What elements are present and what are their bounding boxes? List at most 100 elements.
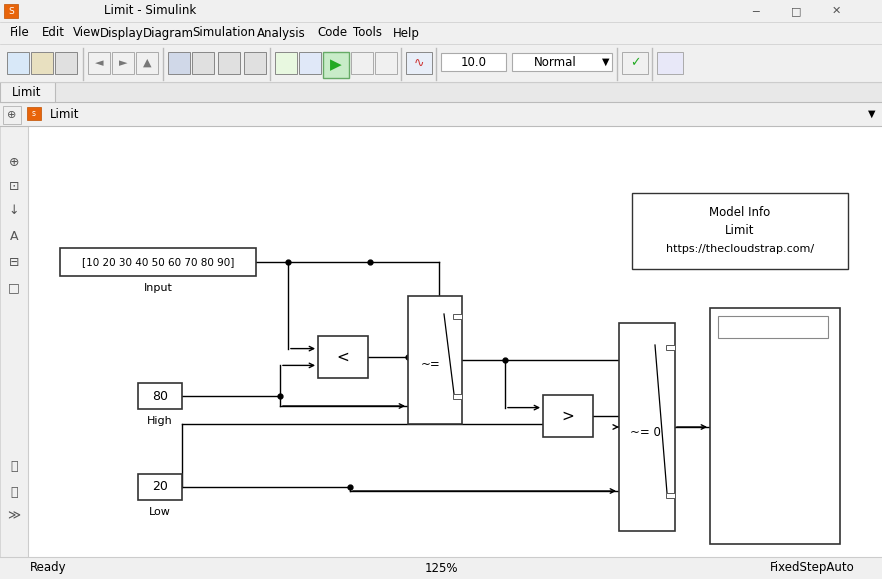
Bar: [7, 52, 29, 74]
Bar: [453, 314, 462, 319]
Bar: [666, 493, 675, 498]
Text: ▶: ▶: [330, 57, 342, 72]
Text: Edit: Edit: [42, 27, 65, 39]
Bar: [622, 52, 648, 74]
Bar: [0, 0, 882, 22]
Text: 📷: 📷: [11, 460, 18, 472]
Bar: [0, 126, 28, 557]
Bar: [375, 52, 397, 74]
Text: 20: 20: [152, 481, 168, 493]
Bar: [168, 52, 190, 74]
Bar: [351, 52, 373, 74]
Bar: [4, 4, 18, 18]
Text: Input: Input: [144, 283, 173, 293]
Text: 10.0: 10.0: [461, 56, 487, 68]
Text: ⊡: ⊡: [9, 179, 19, 192]
Bar: [3, 106, 21, 124]
Text: Limit: Limit: [50, 108, 79, 120]
Bar: [543, 395, 593, 437]
Text: ~=: ~=: [421, 358, 441, 372]
Bar: [0, 82, 882, 102]
Text: <: <: [337, 350, 349, 365]
Text: File: File: [10, 27, 30, 39]
Bar: [112, 52, 134, 74]
Bar: [318, 336, 368, 378]
Bar: [512, 53, 612, 71]
Bar: [453, 394, 462, 399]
Text: ∿: ∿: [414, 57, 424, 69]
Bar: [632, 193, 848, 269]
Bar: [299, 52, 321, 74]
Bar: [0, 22, 882, 44]
Bar: [275, 52, 297, 74]
Text: FixedStepAuto: FixedStepAuto: [770, 562, 855, 574]
Bar: [136, 52, 158, 74]
Text: Limit: Limit: [12, 86, 41, 98]
Text: ⊟: ⊟: [9, 256, 19, 269]
Bar: [619, 323, 675, 531]
Text: ✓: ✓: [630, 57, 640, 69]
Text: 80: 80: [152, 390, 168, 402]
Text: 125%: 125%: [424, 562, 458, 574]
Text: ~= 0: ~= 0: [630, 426, 661, 438]
Text: ▲: ▲: [143, 58, 151, 68]
Bar: [192, 52, 214, 74]
Bar: [666, 345, 675, 350]
Text: [10 20 30 40 50 60 70 80 90]: [10 20 30 40 50 60 70 80 90]: [82, 257, 235, 267]
Bar: [55, 52, 77, 74]
Bar: [138, 383, 182, 409]
Text: Limit: Limit: [725, 225, 755, 237]
Text: Diagram: Diagram: [143, 27, 194, 39]
Text: ▼: ▼: [602, 57, 609, 67]
Text: Display: Display: [100, 27, 144, 39]
Bar: [244, 52, 266, 74]
Text: Limit - Simulink: Limit - Simulink: [104, 5, 196, 17]
Text: ✕: ✕: [832, 6, 841, 16]
Bar: [657, 52, 683, 74]
Bar: [408, 296, 462, 424]
Text: ≫: ≫: [7, 510, 20, 522]
Text: □: □: [791, 6, 801, 16]
Text: ◄: ◄: [94, 58, 103, 68]
Bar: [138, 474, 182, 500]
Text: https://thecloudstrap.com/: https://thecloudstrap.com/: [666, 244, 814, 254]
Bar: [31, 52, 53, 74]
Text: Analysis: Analysis: [257, 27, 306, 39]
Text: 🖼: 🖼: [11, 486, 18, 499]
Text: Low: Low: [149, 507, 171, 517]
Bar: [323, 52, 349, 78]
Text: □: □: [8, 281, 20, 295]
Text: ─: ─: [752, 6, 759, 16]
Text: A: A: [10, 229, 19, 243]
Bar: [27, 107, 41, 120]
Bar: [406, 52, 432, 74]
Text: Simulation: Simulation: [192, 27, 255, 39]
Text: >: >: [562, 409, 574, 423]
Text: ▼: ▼: [868, 109, 876, 119]
Text: Normal: Normal: [534, 56, 576, 68]
Bar: [0, 44, 882, 82]
Text: ⊕: ⊕: [9, 156, 19, 170]
Text: ↓: ↓: [9, 203, 19, 217]
Text: Tools: Tools: [353, 27, 382, 39]
Text: High: High: [147, 416, 173, 426]
Bar: [718, 316, 828, 338]
Bar: [60, 248, 256, 276]
Bar: [218, 52, 240, 74]
Text: s: s: [32, 109, 36, 119]
Bar: [0, 102, 882, 126]
Bar: [0, 82, 55, 102]
Bar: [710, 308, 840, 544]
Text: S: S: [8, 6, 14, 16]
Text: Help: Help: [393, 27, 420, 39]
Text: ⊕: ⊕: [7, 110, 17, 120]
Text: ►: ►: [119, 58, 127, 68]
Text: View: View: [73, 27, 101, 39]
Bar: [28, 126, 882, 557]
Text: Code: Code: [317, 27, 348, 39]
Bar: [0, 557, 882, 579]
Text: Ready: Ready: [30, 562, 67, 574]
Bar: [88, 52, 110, 74]
Bar: [441, 53, 506, 71]
Text: Model Info: Model Info: [709, 207, 771, 219]
